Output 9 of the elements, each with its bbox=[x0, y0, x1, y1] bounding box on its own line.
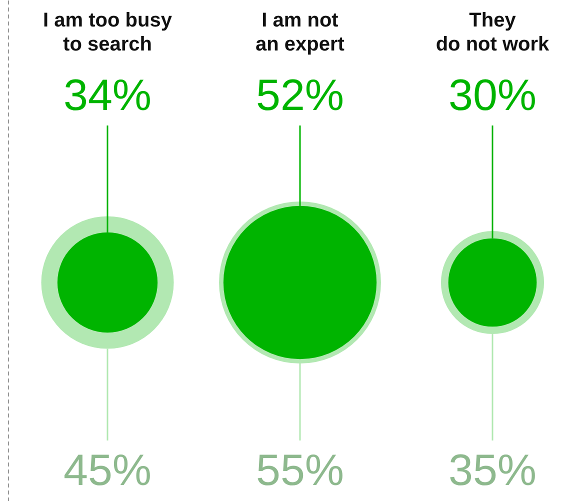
data-label: 55% bbox=[256, 446, 344, 495]
data-label: 30% bbox=[448, 71, 537, 120]
data-label: 34% bbox=[63, 71, 152, 120]
data-label: 35% bbox=[448, 446, 537, 495]
data-label: 45% bbox=[63, 446, 152, 495]
category-label: I am too busy to search bbox=[43, 9, 173, 56]
category-label: I am not an expert bbox=[256, 9, 345, 56]
category-label: They do not work bbox=[436, 9, 550, 56]
data-label: 52% bbox=[256, 71, 344, 120]
